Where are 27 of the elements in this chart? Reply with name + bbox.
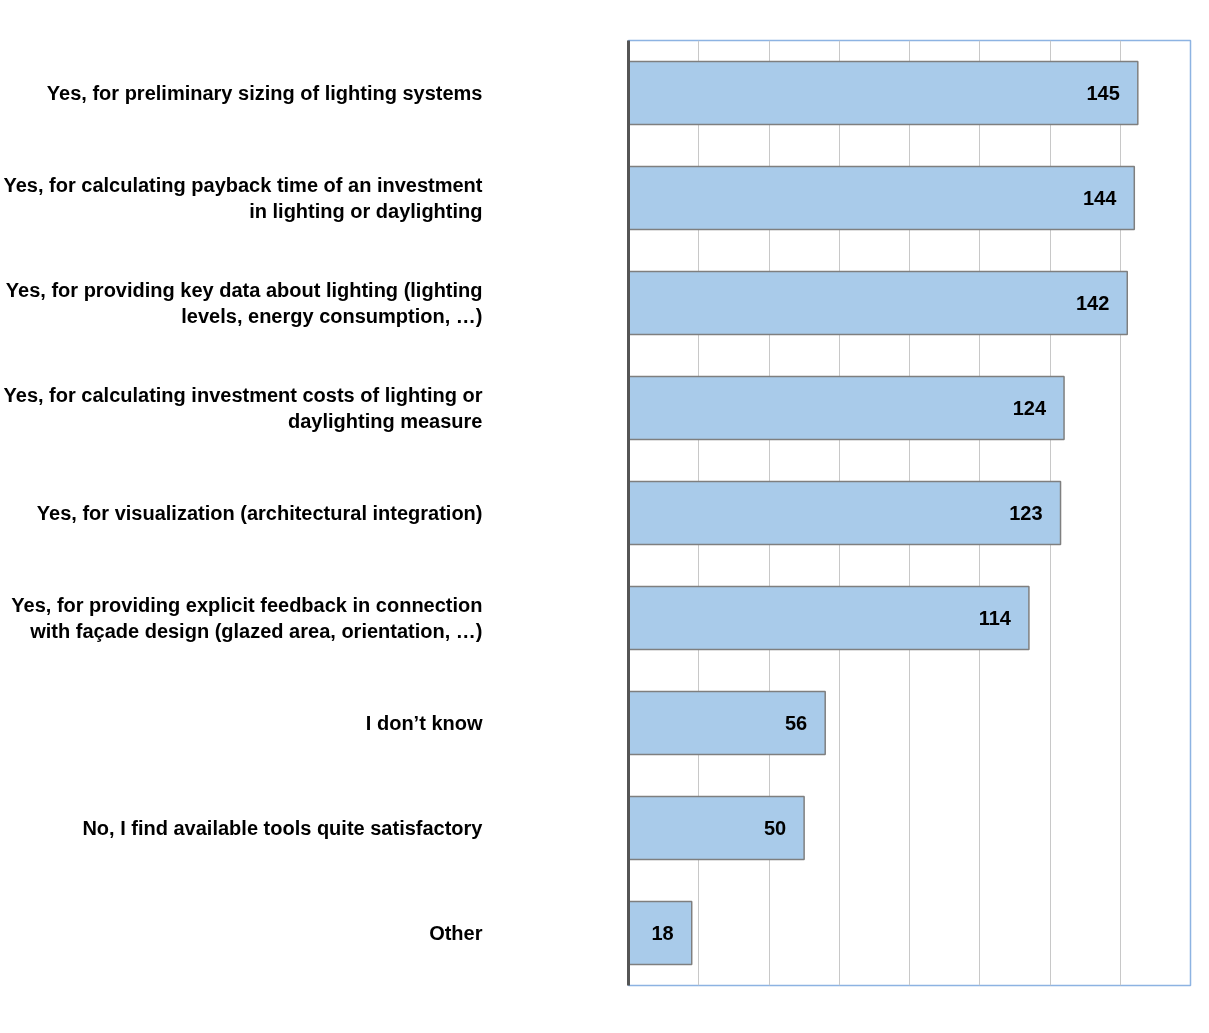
bar bbox=[628, 900, 693, 966]
bar bbox=[628, 60, 1139, 126]
data-label: 50 bbox=[763, 817, 787, 839]
y-tick-label: Yes, for calculating investment costs of lighting or daylighting measure bbox=[3, 383, 483, 433]
y-tick-label: I don’t know bbox=[365, 712, 483, 734]
bar bbox=[628, 480, 1062, 546]
data-label: 145 bbox=[1086, 82, 1120, 104]
bar bbox=[628, 165, 1136, 231]
bar bbox=[628, 585, 1030, 651]
y-tick-label: No, I find available tools quite satisfactory bbox=[82, 817, 484, 839]
bar bbox=[628, 690, 826, 756]
y-tick-label: Other bbox=[429, 922, 483, 944]
data-label: 144 bbox=[1082, 187, 1118, 209]
y-tick-label: Yes, for calculating payback time of an investment in lighting or daylighting bbox=[3, 173, 483, 223]
data-label: 124 bbox=[1012, 397, 1047, 419]
bar bbox=[628, 270, 1129, 336]
data-label: 123 bbox=[1009, 502, 1043, 524]
y-tick-label: Yes, for preliminary sizing of lighting systems bbox=[46, 82, 483, 104]
bar bbox=[628, 375, 1065, 441]
y-tick-label: Yes, for providing explicit feedback in connection with façade design (glazed area, orientation, …) bbox=[11, 593, 483, 643]
data-label: 114 bbox=[978, 607, 1012, 629]
y-tick-label: Yes, for providing key data about lighting (lighting levels, energy consumption, …) bbox=[5, 278, 483, 328]
data-label: 142 bbox=[1075, 292, 1110, 314]
data-label: 18 bbox=[651, 922, 674, 944]
data-label: 56 bbox=[784, 712, 808, 734]
y-tick-label: Yes, for visualization (architectural integration) bbox=[36, 502, 483, 524]
bar bbox=[628, 795, 805, 861]
